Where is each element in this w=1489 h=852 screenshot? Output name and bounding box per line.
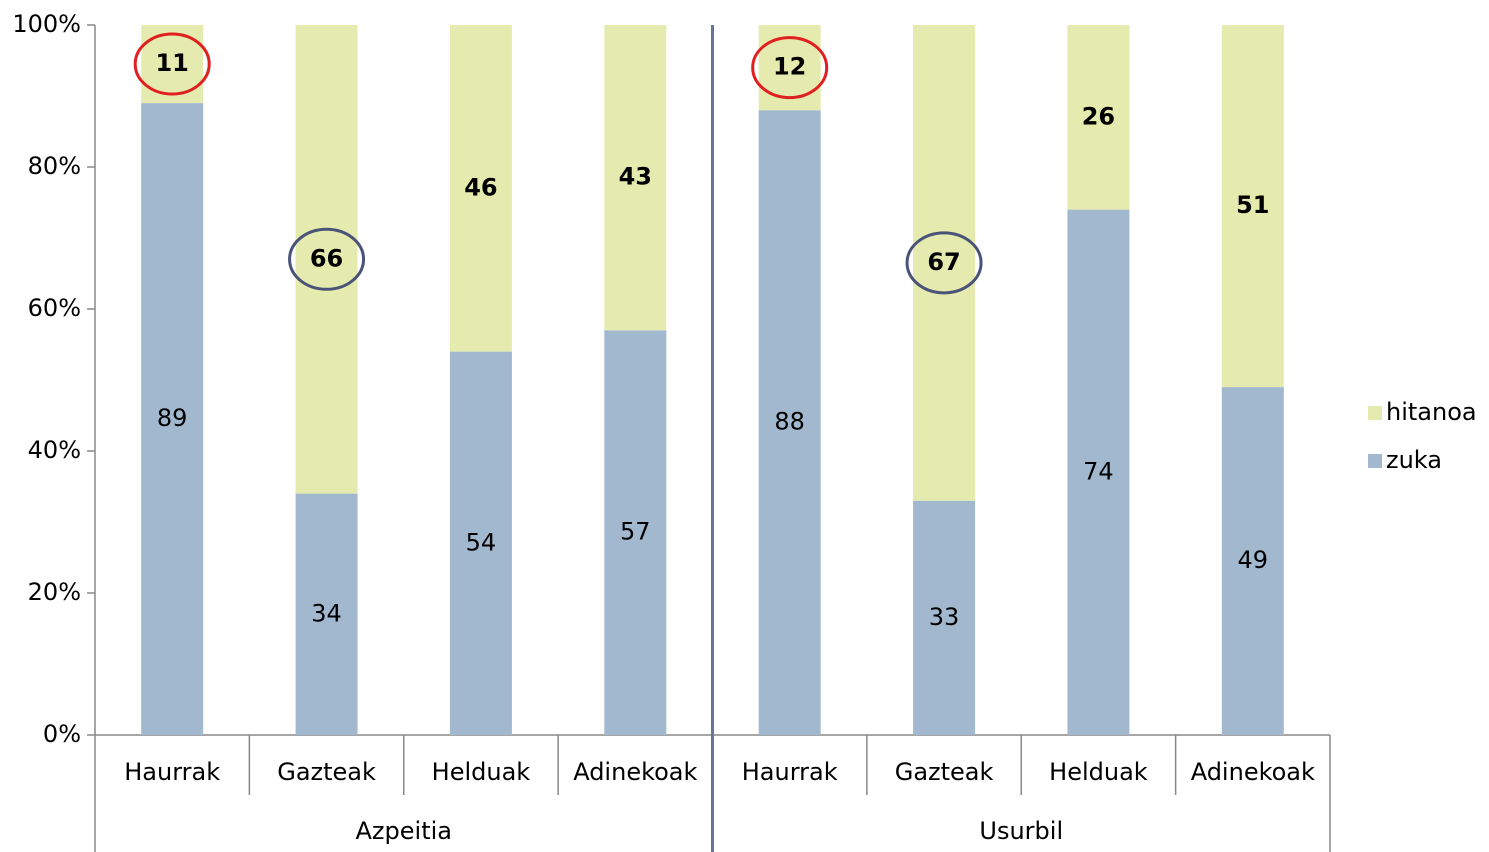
data-label: 34 [311, 599, 342, 627]
data-label: 74 [1083, 457, 1114, 485]
data-label: 12 [773, 53, 806, 81]
x-tick-label: Helduak [432, 758, 531, 786]
x-tick-label: Helduak [1049, 758, 1148, 786]
data-label: 33 [929, 603, 960, 631]
data-label: 49 [1238, 546, 1269, 574]
bar-segment [141, 103, 204, 736]
data-label: 46 [464, 173, 497, 201]
data-label: 11 [155, 49, 188, 77]
highlight-circle [133, 32, 211, 96]
bar-segment [604, 25, 667, 331]
bar-segment [1221, 25, 1284, 388]
legend-label: zuka [1386, 446, 1442, 474]
bar-segment [913, 25, 976, 501]
data-label: 54 [466, 528, 497, 556]
bar-segment [913, 500, 976, 735]
y-tick-label: 40% [28, 436, 81, 464]
y-tick-label: 100% [12, 10, 81, 38]
x-tick-label: Adinekoak [1191, 758, 1315, 786]
bar-segment [449, 25, 512, 352]
x-tick-label: Gazteak [895, 758, 994, 786]
highlight-circle [905, 231, 983, 295]
y-tick-label: 0% [43, 720, 81, 748]
y-tick-label: 80% [28, 152, 81, 180]
bar-segment [758, 25, 821, 111]
highlight-circle [751, 36, 829, 100]
y-tick-label: 20% [28, 578, 81, 606]
data-label: 89 [157, 404, 188, 432]
group-label: Azpeitia [356, 817, 452, 845]
data-label: 67 [927, 248, 960, 276]
bar-segment [604, 330, 667, 735]
highlight-circle [288, 227, 366, 291]
data-label: 88 [774, 408, 805, 436]
data-label: 51 [1236, 191, 1269, 219]
data-label: 66 [310, 244, 343, 272]
bar-segment [758, 110, 821, 735]
bar-segment [295, 493, 358, 735]
data-label: 57 [620, 518, 651, 546]
x-tick-label: Gazteak [277, 758, 376, 786]
legend-label: hitanoa [1386, 398, 1477, 426]
legend-swatch [1368, 454, 1382, 468]
data-label: 26 [1082, 102, 1115, 130]
bar-segment [449, 351, 512, 735]
bar-segment [1067, 25, 1130, 210]
group-label: Usurbil [979, 817, 1063, 845]
legend-swatch [1368, 406, 1382, 420]
x-tick-label: Haurrak [124, 758, 220, 786]
data-label: 43 [619, 163, 652, 191]
bar-segment [1221, 387, 1284, 735]
x-tick-label: Haurrak [742, 758, 838, 786]
x-tick-label: Adinekoak [573, 758, 697, 786]
bar-segment [1067, 209, 1130, 736]
y-tick-label: 60% [28, 294, 81, 322]
bar-segment [295, 25, 358, 494]
